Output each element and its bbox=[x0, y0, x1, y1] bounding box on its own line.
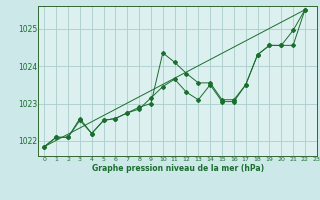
X-axis label: Graphe pression niveau de la mer (hPa): Graphe pression niveau de la mer (hPa) bbox=[92, 164, 264, 173]
